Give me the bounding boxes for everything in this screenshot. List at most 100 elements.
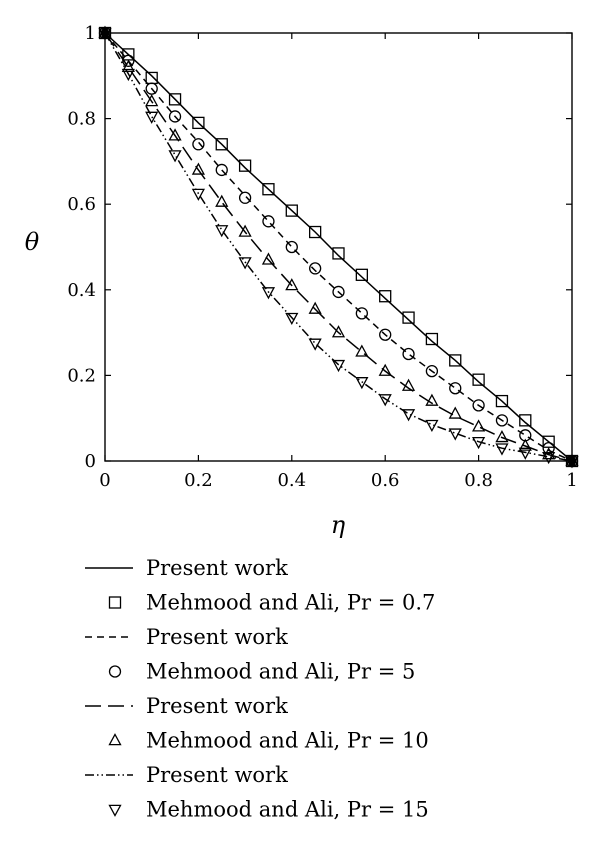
series-line-4: [104, 32, 573, 462]
legend-label: Present work: [146, 694, 288, 718]
data-point-triangle-up: [448, 406, 462, 419]
data-point-triangle-up: [215, 194, 229, 207]
legend-item: Present work: [85, 694, 288, 718]
data-point-triangle-down: [331, 359, 346, 373]
data-point-square: [495, 394, 509, 408]
data-point-square: [355, 268, 369, 281]
legend-swatch-marker: [108, 665, 122, 678]
y-tick-label: 0.6: [67, 194, 96, 215]
data-point-circle: [425, 364, 439, 378]
data-point-triangle-down: [378, 394, 392, 407]
series-line-1: [104, 32, 573, 462]
data-point-triangle-up: [168, 128, 182, 141]
x-tick-label: 0.4: [277, 470, 306, 491]
data-point-triangle-down: [518, 447, 532, 460]
legend: Present work Mehmood and Ali, Pr = 0.7 Pre…: [85, 556, 435, 822]
x-tick-label: 1: [566, 470, 577, 491]
data-point-circle: [192, 138, 205, 151]
plot-frame: [104, 32, 573, 462]
data-point-triangle-down: [238, 257, 252, 270]
legend-label: Mehmood and Ali, Pr = 5: [146, 660, 415, 684]
data-point-triangle-down: [542, 451, 556, 465]
data-point-triangle-up: [425, 393, 439, 406]
series-line-3: [104, 32, 573, 462]
data-point-triangle-down: [191, 188, 205, 201]
data-point-circle: [262, 215, 275, 228]
data-point-circle: [285, 240, 298, 254]
legend-swatch-marker: [108, 804, 122, 817]
x-tick-label: 0: [99, 470, 110, 491]
legend-item: Present work: [85, 763, 288, 787]
data-point-square: [425, 332, 439, 346]
data-point-triangle-down: [448, 428, 462, 441]
data-point-circle: [215, 163, 228, 177]
data-point-circle: [355, 307, 369, 320]
data-point-triangle-down: [425, 419, 439, 433]
data-point-circle: [449, 382, 462, 395]
data-point-triangle-up: [261, 252, 276, 265]
y-tick-label: 0.2: [67, 365, 96, 386]
data-point-circle: [238, 191, 252, 204]
data-point-triangle-down: [495, 443, 509, 456]
data-point-circle: [308, 262, 322, 275]
data-point-triangle-down: [261, 287, 276, 300]
data-point-square: [145, 71, 158, 85]
y-axis-ticks: 0 0.2 0.4 0.6 0.8 1: [67, 23, 572, 472]
data-point-square: [215, 138, 228, 151]
data-point-square: [238, 159, 252, 172]
data-point-square: [449, 354, 462, 367]
x-tick-label: 0.2: [184, 470, 213, 491]
data-point-triangle-up: [191, 162, 205, 175]
data-point-triangle-up: [401, 378, 416, 391]
data-point-circle: [122, 54, 135, 67]
data-point-circle: [402, 347, 415, 361]
data-point-triangle-up: [285, 278, 299, 291]
legend-item: Mehmood and Ali, Pr = 10: [108, 729, 429, 753]
data-point-square: [308, 225, 322, 239]
legend-label: Mehmood and Ali, Pr = 0.7: [146, 591, 435, 615]
data-point-triangle-down: [355, 377, 369, 390]
data-point-square: [379, 290, 392, 303]
data-point-square: [472, 373, 485, 386]
data-point-square: [262, 183, 275, 196]
data-point-triangle-up: [495, 430, 509, 443]
data-point-square: [192, 116, 205, 130]
x-tick-label: 0.6: [371, 470, 400, 491]
y-tick-label: 1: [85, 23, 96, 44]
data-point-square: [332, 247, 345, 260]
legend-label: Present work: [146, 556, 288, 580]
legend-label: Mehmood and Ali, Pr = 15: [146, 798, 429, 822]
data-point-triangle-up: [308, 301, 322, 314]
data-point-triangle-down: [308, 338, 322, 351]
data-point-square: [402, 311, 415, 324]
marks: [98, 25, 579, 469]
data-point-triangle-up: [355, 344, 369, 357]
legend-item: Mehmood and Ali, Pr = 0.7: [108, 591, 435, 615]
legend-label: Present work: [146, 625, 288, 649]
data-point-circle: [472, 399, 485, 412]
y-tick-label: 0: [85, 451, 96, 472]
x-tick-label: 0.8: [464, 470, 493, 491]
data-point-circle: [379, 328, 392, 341]
data-point-triangle-down: [401, 409, 416, 422]
data-point-triangle-down: [472, 436, 486, 450]
data-point-square: [519, 414, 532, 427]
data-point-triangle-up: [472, 419, 486, 432]
data-point-triangle-up: [331, 325, 346, 338]
series-line-2: [104, 32, 573, 462]
plot-area: [98, 25, 579, 469]
legend-item: Mehmood and Ali, Pr = 5: [108, 660, 415, 684]
x-axis-label: η: [331, 511, 346, 539]
marker-series-2: [98, 26, 579, 468]
x-axis-ticks: 0 0.2 0.4 0.6 0.8 1: [99, 33, 578, 491]
y-tick-label: 0.8: [67, 109, 96, 130]
data-point-square: [168, 93, 182, 106]
data-point-triangle-up: [542, 447, 556, 460]
data-point-triangle-up: [121, 59, 135, 73]
data-point-triangle-down: [121, 68, 135, 82]
legend-label: Mehmood and Ali, Pr = 10: [146, 729, 429, 753]
marker-series-1: [98, 26, 579, 468]
data-point-triangle-down: [215, 225, 229, 238]
data-point-square: [285, 204, 298, 217]
